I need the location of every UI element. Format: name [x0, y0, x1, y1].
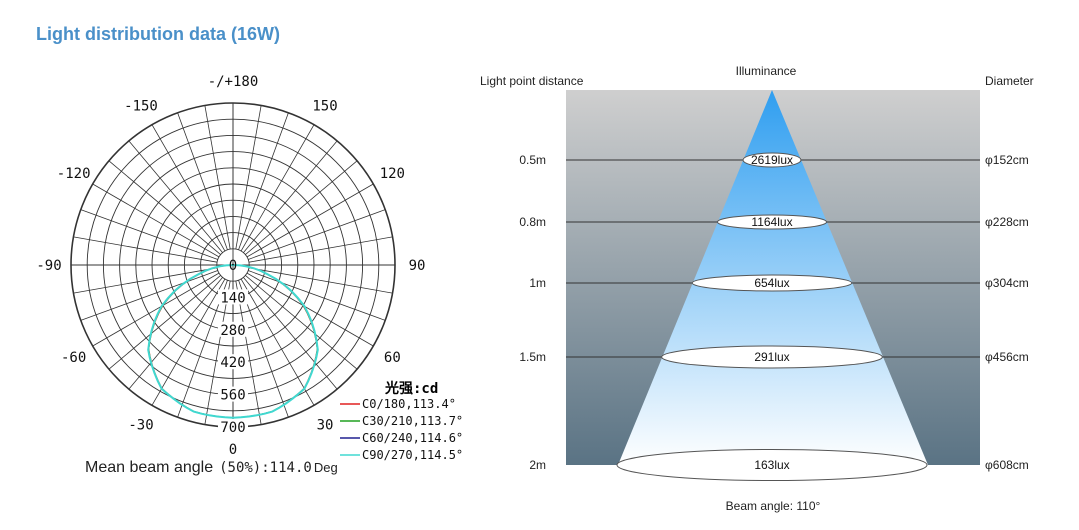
mean-beam-unit: Deg	[314, 460, 338, 475]
distance-label: 0.5m	[519, 153, 546, 167]
illuminance-value: 163lux	[754, 458, 789, 472]
legend-label: C60/240,114.6°	[362, 431, 463, 445]
legend-label: C30/210,113.7°	[362, 414, 463, 428]
angle-label: -/+180	[208, 74, 259, 90]
grid-spoke	[204, 105, 231, 250]
angle-label: -90	[36, 258, 61, 274]
illuminance-rows: 2619lux 0.5m φ152cm 1164lux 0.8m φ228cm 654lux…	[519, 152, 1029, 481]
grid-spoke	[128, 140, 223, 253]
angle-label: 90	[409, 258, 426, 274]
illuminance-ellipse	[716, 214, 828, 230]
distance-label: 2m	[529, 458, 546, 472]
polar-chart: -/+180 150 -150 120 -120 90 -90 60 -60 30 -30 0 0 14…	[36, 74, 463, 476]
grid-spoke	[73, 267, 218, 294]
radial-label: 140	[220, 290, 245, 306]
illuminance-ellipse	[616, 449, 928, 481]
illuminance-value: 654lux	[754, 276, 789, 290]
illuminance-background	[566, 90, 980, 465]
radial-label: 700	[220, 420, 245, 436]
illuminance-value: 1164lux	[751, 215, 792, 229]
distance-label: 1m	[529, 276, 546, 290]
radial-label-bg	[218, 386, 248, 402]
page-title: Light distribution data (16W)	[36, 24, 280, 44]
angle-label: 30	[317, 417, 334, 433]
grid-spoke	[235, 105, 262, 250]
grid-spoke	[204, 280, 231, 425]
diameter-label: φ152cm	[985, 153, 1029, 167]
header-right: Diameter	[985, 74, 1034, 88]
illuminance-value: 2619lux	[751, 153, 793, 167]
diameter-label: φ608cm	[985, 458, 1029, 472]
distance-label: 1.5m	[519, 350, 546, 364]
mean-beam-value: :114.0	[261, 460, 312, 476]
polar-grid	[70, 102, 396, 428]
beam-angle-label: Beam angle: 110°	[726, 499, 821, 513]
grid-spoke	[246, 272, 374, 347]
distance-label: 0.8m	[519, 215, 546, 229]
series-curve-3	[147, 264, 319, 419]
radial-label-bg	[218, 289, 248, 305]
angle-label: 150	[312, 99, 337, 115]
polar-radial-labels: 0 140 280 420 560 700	[218, 258, 248, 436]
mean-beam-text: Mean beam angle	[85, 459, 213, 476]
diameter-label: φ304cm	[985, 276, 1029, 290]
grid-spoke	[108, 160, 221, 255]
diameter-label: φ456cm	[985, 350, 1029, 364]
grid-spoke	[243, 277, 338, 390]
grid-spoke	[235, 280, 262, 425]
header-center: Illuminance	[736, 64, 797, 78]
grid-spoke	[151, 278, 226, 406]
grid-spoke	[246, 183, 374, 258]
grid-spoke	[245, 160, 358, 255]
grid-spoke	[80, 209, 218, 260]
radial-label: 560	[220, 388, 245, 404]
grid-spoke	[248, 209, 386, 260]
radial-label-bg	[218, 321, 248, 337]
illuminance-value: 291lux	[754, 350, 789, 364]
grid-spoke	[248, 270, 386, 321]
angle-label: -60	[61, 350, 86, 366]
mean-beam-pct: (50%)	[219, 460, 261, 476]
legend-label: C0/180,113.4°	[362, 397, 456, 411]
angle-label: -30	[128, 417, 153, 433]
grid-spoke	[80, 270, 218, 321]
mean-beam-label: Mean beam angle (50%):114.0 Deg	[85, 459, 338, 476]
angle-label: 60	[384, 350, 401, 366]
grid-spoke	[108, 275, 221, 370]
angle-label: 120	[380, 166, 405, 182]
grid-spoke	[238, 112, 289, 250]
radial-label-bg	[218, 419, 248, 434]
radial-label-bg	[218, 354, 248, 370]
grid-spoke	[151, 124, 226, 252]
angle-label: -150	[124, 99, 158, 115]
diameter-label: φ228cm	[985, 215, 1029, 229]
grid-spoke	[128, 277, 223, 390]
grid-spoke	[243, 140, 338, 253]
grid-spoke	[248, 236, 393, 263]
illuminance-ellipse	[742, 152, 802, 168]
grid-spoke	[73, 236, 218, 263]
grid-spoke	[240, 124, 315, 252]
legend-label: C90/270,114.5°	[362, 448, 463, 462]
polar-curves	[147, 264, 319, 419]
unit-label: 光强:cd	[384, 380, 438, 397]
grid-spoke	[177, 112, 228, 250]
angle-label: -120	[57, 166, 91, 182]
radial-label: 420	[220, 355, 245, 371]
illuminance-ellipse	[661, 345, 883, 369]
illuminance-ellipse	[691, 274, 853, 292]
grid-spoke	[92, 272, 220, 347]
radial-label: 280	[220, 323, 245, 339]
polar-angle-labels: -/+180 150 -150 120 -120 90 -90 60 -60 30 -30 0	[36, 74, 425, 458]
grid-spoke	[245, 275, 358, 370]
angle-label: 0	[229, 442, 237, 458]
radial-label: 0	[229, 258, 237, 274]
light-cone	[618, 90, 928, 465]
grid-spoke	[240, 278, 315, 406]
grid-spoke	[92, 183, 220, 258]
polar-legend: C0/180,113.4° C30/210,113.7° C60/240,114.6…	[340, 397, 463, 462]
grid-spoke	[248, 267, 393, 294]
